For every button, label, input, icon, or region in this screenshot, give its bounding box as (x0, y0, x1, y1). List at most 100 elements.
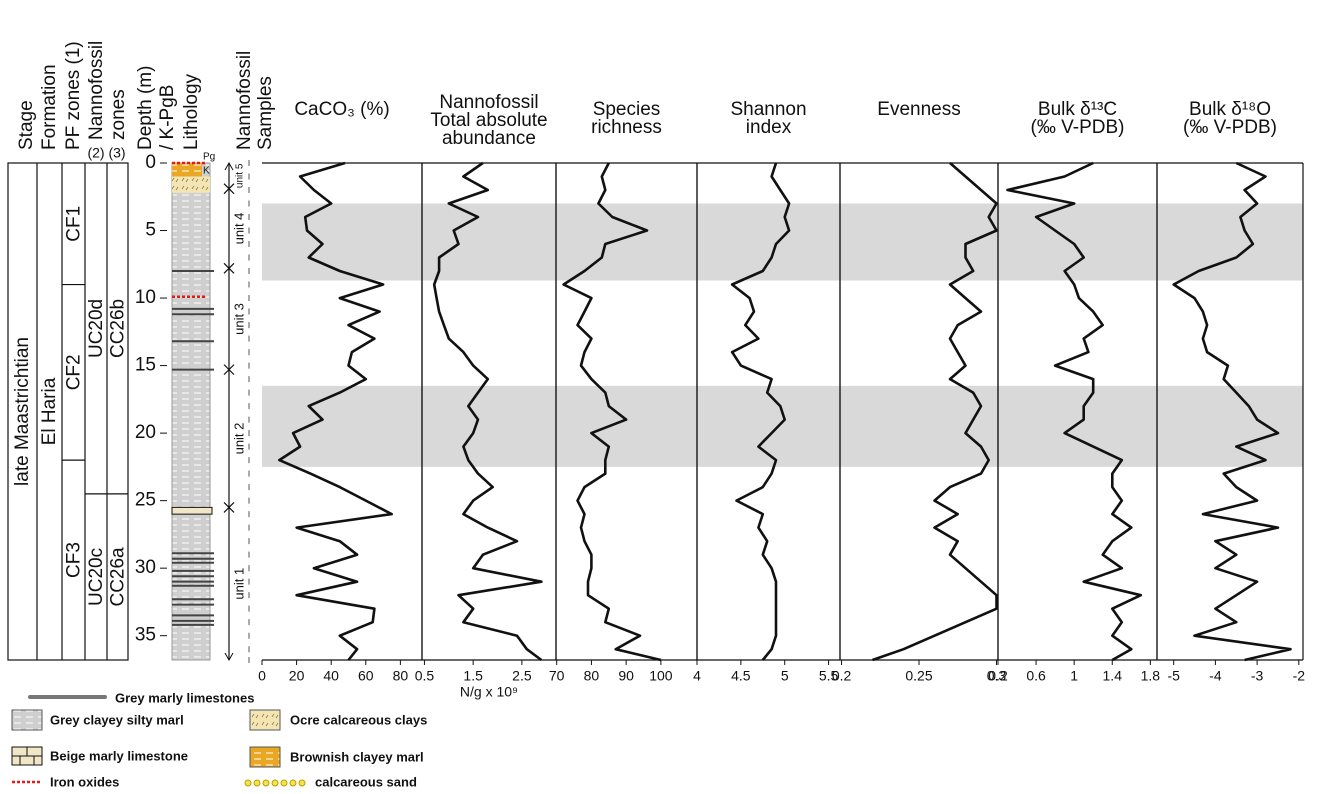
x-tick-label: 1 (1070, 668, 1078, 684)
x-tick-label: 80 (393, 668, 409, 684)
y-tick-label: 15 (135, 355, 156, 376)
panel-title: abundance (442, 128, 536, 149)
panel-title: Bulk δ¹³C (1038, 99, 1117, 120)
column-header: Stage (16, 100, 37, 150)
panel-title: Evenness (877, 99, 960, 120)
x-tick-label: -4 (1209, 668, 1222, 684)
y-tick-label: 35 (135, 625, 156, 646)
x-tick-label: 60 (358, 668, 374, 684)
header-note: (2) (87, 145, 104, 161)
legend-label: Grey marly limestones (115, 690, 254, 705)
unit-label: unit 1 (231, 568, 246, 600)
stage-label: late Maastrichtian (12, 337, 33, 486)
zone-label: CC26b (108, 299, 129, 358)
panel-title: Nannofossil (439, 92, 538, 113)
column-header: Depth (m) (135, 66, 156, 150)
legend-swatch (289, 779, 297, 787)
column-header: Formation (39, 64, 60, 150)
boundary-label: K (203, 166, 210, 177)
column-header: Samples (255, 76, 276, 150)
x-tick-label: 1.4 (1103, 668, 1123, 684)
column-header: zones (108, 89, 129, 140)
data-line (1172, 161, 1292, 662)
x-tick-label: -3 (1251, 668, 1264, 684)
panel-title: index (746, 117, 792, 138)
x-tick-label: 5.5 (819, 668, 839, 684)
lithology-ocre-clay (172, 176, 210, 193)
legend-swatch (262, 779, 270, 787)
column-header: / K-PgB (157, 85, 178, 150)
column-header: Nannofossil (234, 51, 255, 150)
panel-title: Bulk δ¹⁸O (1189, 99, 1271, 120)
panel-title: CaCO₃ (%) (294, 99, 389, 120)
legend-label: Iron oxides (50, 774, 119, 789)
x-tick-label: 80 (584, 668, 600, 684)
legend-label: Beige marly limestone (50, 748, 188, 763)
formation-label: El Haria (39, 377, 60, 445)
x-tick-label: 0.5 (415, 668, 435, 684)
lithology-brown-marl (172, 163, 202, 177)
legend-swatch (298, 779, 306, 787)
unit-boundary (223, 364, 235, 376)
zone-label: CC26a (108, 547, 129, 607)
panel-title: Shannon (730, 99, 806, 120)
data-line (562, 162, 662, 662)
unit-boundary (223, 501, 235, 513)
panel-title: (‰ V-PDB) (1031, 117, 1125, 138)
unit-label: unit 4 (231, 213, 246, 245)
strat-table (7, 162, 129, 661)
x-tick-label: 1.8 (1141, 668, 1161, 684)
shaded-interval (262, 385, 1303, 467)
legend-swatch (280, 779, 288, 787)
column-header: PF zones (1) (63, 41, 84, 150)
data-line (1006, 161, 1143, 662)
legend-swatch (12, 747, 42, 765)
unit-boundary (223, 262, 235, 274)
unit-label: unit 3 (231, 303, 246, 335)
legend-swatch (253, 779, 261, 787)
x-tick-label: 100 (649, 668, 673, 684)
x-tick-label: 0.6 (1026, 668, 1046, 684)
x-tick-label: -5 (1167, 668, 1180, 684)
y-tick-label: 30 (135, 557, 156, 578)
data-line (872, 162, 998, 662)
x-tick-label: 0.3 (987, 668, 1007, 684)
data-line (278, 161, 393, 661)
panel-title: richness (591, 117, 662, 138)
legend-label: Brownish clayey marl (290, 749, 424, 764)
x-tick-label: 40 (323, 668, 339, 684)
column-header: Nannofossil (86, 41, 107, 140)
zone-label: UC20d (86, 299, 107, 358)
unit-label: unit 2 (231, 423, 246, 455)
x-tick-label: 4 (693, 668, 701, 684)
y-tick-label: 0 (145, 152, 156, 173)
legend-swatch (249, 709, 281, 731)
y-tick-label: 5 (145, 220, 156, 241)
x-tick-label: 70 (549, 668, 565, 684)
lithology-beige-limestone (171, 506, 213, 515)
arrow-head (224, 161, 234, 662)
legend-swatch (271, 779, 279, 787)
zone-label: CF3 (64, 542, 85, 578)
x-tick-label: 0.2 (832, 668, 852, 684)
legend-swatch (249, 746, 281, 768)
x-tick-label: 0 (258, 668, 266, 684)
zone-label: UC20c (86, 548, 107, 606)
x-tick-label: 5 (781, 668, 789, 684)
x-tick-label: 90 (618, 668, 634, 684)
column-header: Lithology (181, 73, 202, 150)
boundary-label: Pg (203, 152, 215, 163)
zone-label: CF2 (64, 354, 85, 390)
x-tick-label: 1.5 (463, 668, 483, 684)
x-tick-label: 0.25 (905, 668, 932, 684)
legend-swatch (244, 779, 252, 787)
shaded-interval (262, 203, 1303, 281)
x-tick-label: -2 (1293, 668, 1306, 684)
panel-title: Species (593, 99, 661, 120)
legend-label: Ocre calcareous clays (290, 712, 427, 727)
legend-label: calcareous sand (315, 774, 417, 789)
y-tick-label: 20 (135, 422, 156, 443)
panel-title: (‰ V-PDB) (1183, 117, 1277, 138)
